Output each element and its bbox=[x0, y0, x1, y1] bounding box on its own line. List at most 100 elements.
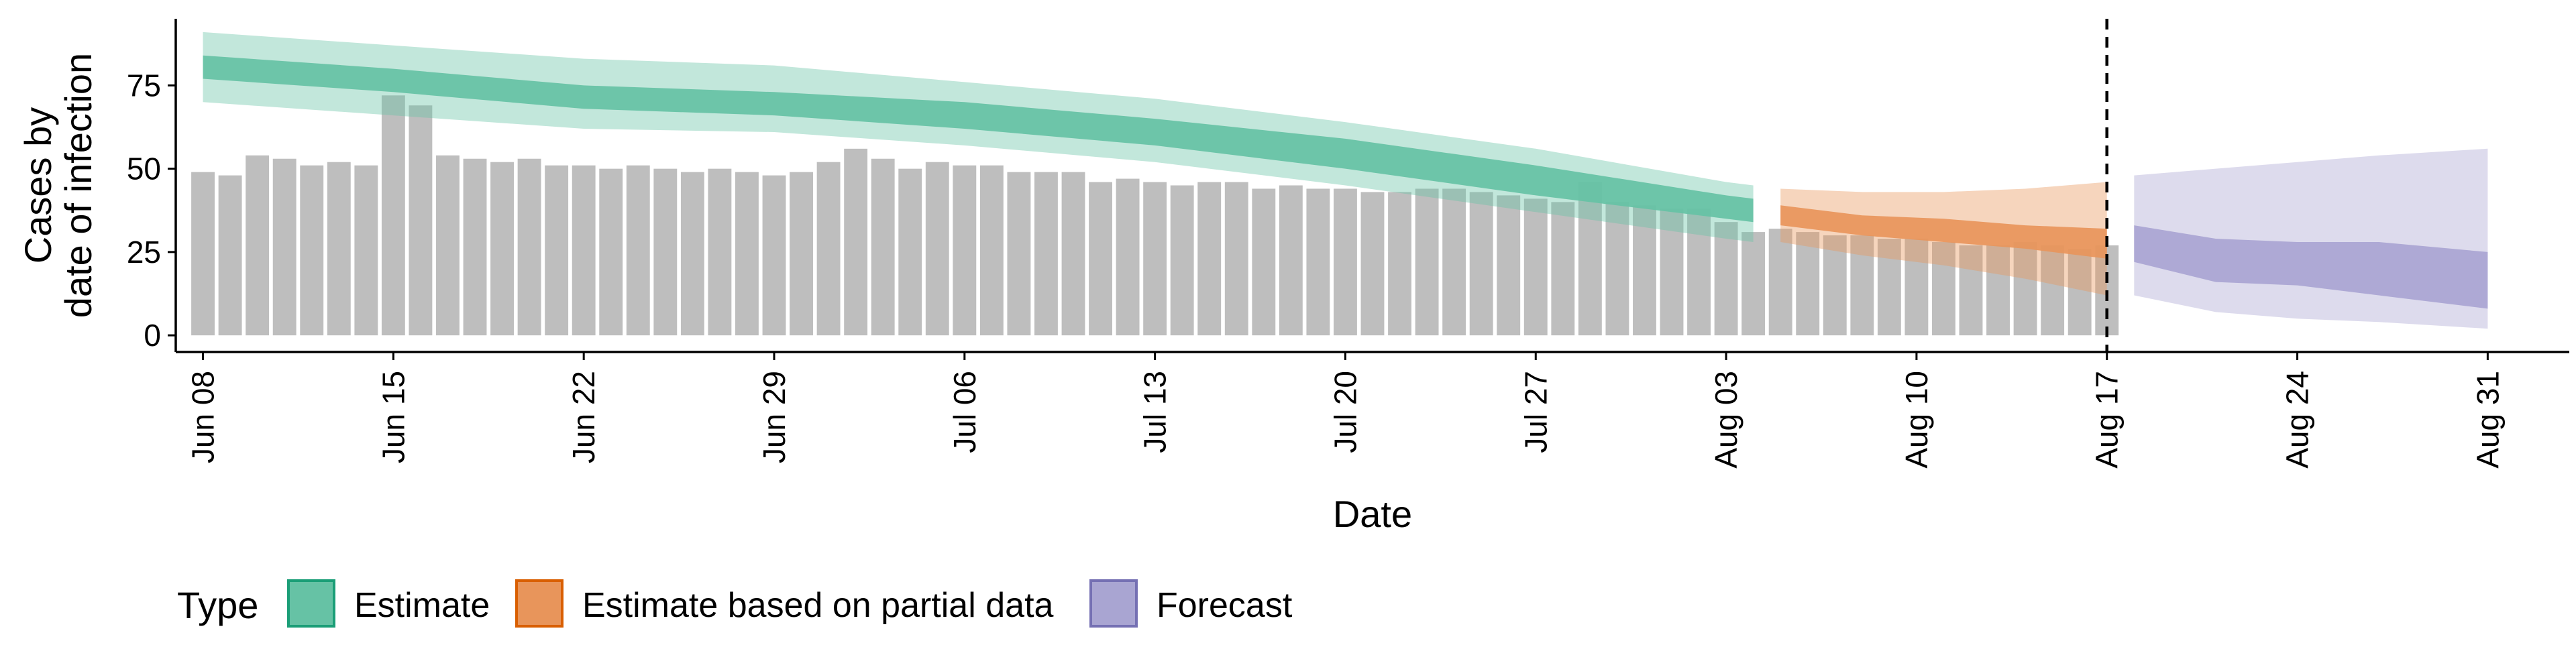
x-tick-label: Jun 15 bbox=[376, 371, 411, 463]
series-estimate-based-on-partial-data bbox=[1780, 182, 2107, 296]
bars-layer bbox=[191, 95, 2119, 336]
x-tick-label: Aug 10 bbox=[1899, 371, 1934, 469]
bar bbox=[1959, 245, 1983, 336]
bar bbox=[218, 175, 242, 336]
bar bbox=[599, 168, 623, 336]
bar bbox=[300, 165, 324, 336]
bar bbox=[1986, 245, 2010, 336]
x-tick-label: Jul 20 bbox=[1328, 371, 1363, 453]
bar bbox=[1660, 209, 1684, 336]
bar bbox=[1551, 202, 1575, 336]
bar bbox=[517, 158, 541, 336]
ribbon-inner bbox=[203, 55, 1754, 223]
legend-label: Estimate based on partial data bbox=[582, 586, 1054, 625]
x-tick-label: Aug 24 bbox=[2280, 371, 2315, 469]
bar bbox=[1877, 239, 1901, 336]
x-tick-label: Jun 22 bbox=[566, 371, 601, 463]
legend-key bbox=[1089, 579, 1138, 628]
bar bbox=[1252, 188, 1276, 336]
bar bbox=[272, 158, 297, 336]
bar bbox=[871, 158, 895, 336]
bar bbox=[680, 172, 704, 336]
bar bbox=[2013, 241, 2037, 336]
legend: Type Estimate Estimate based on partial da… bbox=[177, 579, 1293, 628]
bar bbox=[653, 168, 678, 336]
x-tick-label: Jun 08 bbox=[186, 371, 221, 463]
bar bbox=[1170, 185, 1194, 336]
bar bbox=[1823, 235, 1847, 336]
bar bbox=[409, 105, 433, 336]
x-tick-label: Aug 17 bbox=[2090, 371, 2125, 469]
bar bbox=[1932, 241, 1955, 336]
bar bbox=[1796, 232, 1820, 336]
bar bbox=[816, 162, 841, 336]
bar bbox=[1714, 222, 1738, 336]
y-axis-title: Cases bydate of infection bbox=[17, 53, 99, 318]
bar bbox=[898, 168, 922, 336]
bar bbox=[2068, 248, 2092, 336]
bar bbox=[1306, 188, 1330, 336]
bar bbox=[844, 148, 868, 336]
bar bbox=[1633, 205, 1656, 336]
y-axis-title-line: Cases by bbox=[17, 107, 59, 263]
bar bbox=[545, 165, 569, 336]
bar bbox=[1415, 188, 1439, 336]
bar bbox=[1768, 229, 1792, 336]
bar bbox=[191, 172, 215, 336]
bar bbox=[1061, 172, 1085, 336]
bar bbox=[327, 162, 351, 336]
bar bbox=[762, 175, 786, 336]
bar bbox=[1388, 192, 1411, 336]
bar bbox=[1578, 182, 1602, 336]
y-tick-label: 75 bbox=[127, 68, 161, 103]
y-tick-label: 25 bbox=[127, 235, 161, 270]
bar bbox=[1360, 192, 1385, 336]
bar bbox=[1089, 182, 1112, 336]
bar bbox=[572, 165, 596, 336]
x-tick-label: Jul 13 bbox=[1138, 371, 1173, 453]
ribbon-inner bbox=[2134, 225, 2488, 309]
bar bbox=[925, 162, 949, 336]
y-tick-label: 0 bbox=[144, 318, 161, 353]
bar bbox=[463, 158, 487, 336]
bar bbox=[1224, 182, 1248, 336]
legend-label: Estimate bbox=[354, 586, 490, 625]
bar bbox=[1741, 232, 1766, 336]
legend-key bbox=[515, 579, 564, 628]
bar bbox=[953, 165, 977, 336]
bar bbox=[790, 172, 813, 336]
x-tick-label: Jun 29 bbox=[757, 371, 792, 463]
bar bbox=[1605, 202, 1629, 336]
bar bbox=[1497, 195, 1521, 336]
bar bbox=[626, 165, 650, 336]
series-estimate bbox=[203, 32, 1754, 243]
ribbon-inner bbox=[1780, 205, 2107, 259]
legend-key bbox=[287, 579, 335, 628]
bar bbox=[1850, 235, 1874, 336]
bar bbox=[246, 155, 270, 336]
bar bbox=[1469, 192, 1493, 336]
x-tick-label: Aug 31 bbox=[2470, 371, 2505, 469]
bar bbox=[1334, 188, 1357, 336]
bar bbox=[490, 162, 514, 336]
bar bbox=[1687, 209, 1711, 336]
bar bbox=[354, 165, 378, 336]
bar bbox=[735, 172, 759, 336]
bar bbox=[436, 155, 460, 336]
bar bbox=[1034, 172, 1058, 336]
bar bbox=[1143, 182, 1167, 336]
axes-layer: 0 25 50 75 Jun 08 Jun 15 Jun 22 Jun 29 Jul 06 Jul… bbox=[17, 19, 2569, 535]
x-tick-label: Jul 27 bbox=[1518, 371, 1553, 453]
bar bbox=[1442, 188, 1466, 336]
legend-label: Forecast bbox=[1157, 586, 1293, 625]
ribbons-layer bbox=[203, 32, 2488, 329]
series-forecast bbox=[2134, 148, 2488, 329]
bar bbox=[1116, 178, 1140, 336]
bar bbox=[1523, 198, 1548, 336]
x-axis-title: Date bbox=[1333, 493, 1412, 535]
bar bbox=[1197, 182, 1222, 336]
bar bbox=[1007, 172, 1031, 336]
bar bbox=[979, 165, 1004, 336]
